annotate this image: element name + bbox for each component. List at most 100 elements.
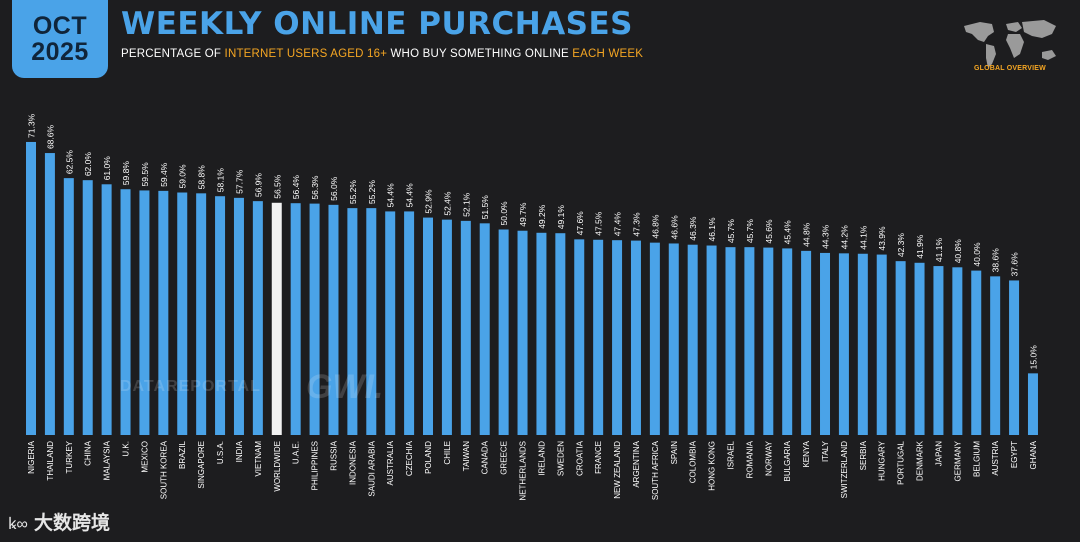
value-label: 59.4%	[159, 162, 169, 187]
category-label: IRELAND	[537, 441, 546, 476]
category-label: INDONESIA	[348, 440, 357, 485]
category-label: GHANA	[1029, 440, 1038, 469]
brand-mark: ꝃ∞	[8, 516, 28, 533]
bar-south-korea	[158, 190, 169, 435]
bar-saudi-arabia	[366, 208, 377, 435]
value-label: 59.8%	[121, 161, 131, 186]
value-label: 37.6%	[1010, 252, 1020, 277]
category-label: SERBIA	[859, 440, 868, 470]
value-label: 49.2%	[537, 204, 547, 229]
value-label: 44.8%	[802, 222, 812, 247]
bar-malaysia	[101, 184, 112, 435]
value-label: 47.6%	[575, 211, 585, 236]
subtitle-part-3: EACH WEEK	[572, 48, 644, 60]
page-subtitle: PERCENTAGE OF INTERNET USERS AGED 16+ WH…	[121, 48, 643, 60]
bar-czechia	[404, 211, 415, 435]
category-label: ITALY	[821, 440, 830, 462]
category-label: WORLDWIDE	[273, 441, 282, 492]
category-label: HONG KONG	[708, 441, 717, 491]
category-label: NORWAY	[764, 440, 773, 476]
value-label: 51.5%	[480, 195, 490, 220]
category-label: NEW ZEALAND	[613, 441, 622, 499]
subtitle-part-1: INTERNET USERS AGED 16+	[224, 48, 388, 60]
bar-serbia	[857, 253, 868, 435]
value-label: 55.2%	[348, 180, 358, 205]
bar-singapore	[196, 193, 207, 435]
value-label: 52.9%	[424, 189, 434, 214]
category-label: GREECE	[500, 441, 509, 475]
category-label: AUSTRIA	[991, 440, 1000, 475]
bar-turkey	[63, 178, 74, 436]
value-label: 49.7%	[518, 202, 528, 227]
value-label: 41.9%	[915, 234, 925, 259]
value-label: 50.0%	[499, 201, 509, 226]
bar-poland	[423, 217, 433, 435]
bar-philippines	[309, 203, 320, 435]
subtitle-part-2: WHO BUY SOMETHING ONLINE	[387, 48, 573, 60]
world-map-icon	[964, 20, 1056, 68]
category-label: BULGARIA	[783, 440, 792, 481]
page-title: WEEKLY ONLINE PURCHASES	[121, 6, 634, 42]
bar-worldwide	[271, 202, 282, 435]
category-label: NIGERIA	[27, 440, 36, 474]
value-label: 54.4%	[405, 183, 415, 208]
brand-logo: ꝃ∞ 大数跨境	[8, 508, 110, 535]
bar-germany	[952, 267, 963, 435]
category-label: CZECHIA	[405, 440, 414, 476]
gwi-watermark: GWI.	[306, 368, 384, 406]
bar-canada	[479, 223, 490, 435]
bar-south-africa	[649, 242, 660, 435]
category-label: SINGAPORE	[197, 441, 206, 489]
category-label: RUSSIA	[329, 440, 338, 470]
category-label: ARGENTINA	[632, 440, 641, 487]
category-label: TURKEY	[65, 440, 74, 473]
value-label: 47.3%	[631, 212, 641, 237]
category-label: KENYA	[802, 440, 811, 467]
category-label: PHILIPPINES	[311, 441, 320, 490]
bar-greece	[498, 229, 509, 435]
value-label: 46.3%	[688, 216, 698, 241]
value-label: 44.3%	[821, 224, 831, 249]
category-label: AUSTRALIA	[386, 440, 395, 485]
value-label: 45.6%	[764, 219, 774, 244]
value-label: 59.5%	[140, 162, 150, 187]
value-label: 47.4%	[613, 212, 623, 237]
category-label: JAPAN	[934, 441, 943, 466]
category-label: THAILAND	[46, 441, 55, 481]
value-label: 61.0%	[102, 156, 112, 181]
bar-chile	[441, 219, 452, 435]
category-label: NETHERLANDS	[519, 441, 528, 501]
category-label: FRANCE	[594, 441, 603, 474]
value-label: 62.5%	[64, 150, 74, 175]
value-label: 46.6%	[669, 215, 679, 240]
value-label: 42.3%	[896, 233, 906, 258]
bar-china	[82, 180, 93, 435]
date-month: OCT	[32, 11, 88, 40]
bar-spain	[668, 243, 679, 435]
value-label: 56.4%	[291, 175, 301, 200]
bar-portugal	[895, 261, 906, 435]
category-label: ROMANIA	[745, 440, 754, 478]
category-label: SWEDEN	[556, 441, 565, 476]
value-label: 55.2%	[367, 180, 377, 205]
value-label: 46.8%	[650, 214, 660, 239]
bar-romania	[744, 247, 755, 435]
category-label: CHINA	[84, 440, 93, 466]
bar-hungary	[876, 254, 887, 435]
date-year: 2025	[31, 38, 89, 66]
category-label: EGYPT	[1010, 441, 1019, 468]
datareportal-watermark: DATAREPORTAL	[120, 378, 261, 395]
value-label: 71.3%	[27, 113, 37, 138]
bar-u-a-e	[290, 203, 301, 435]
value-label: 46.1%	[707, 217, 717, 242]
category-label: SOUTH AFRICA	[651, 440, 660, 500]
category-label: ISRAEL	[726, 440, 735, 469]
bar-croatia	[574, 239, 585, 435]
bar-indonesia	[347, 208, 358, 435]
bar-india	[233, 197, 244, 435]
value-label: 40.0%	[972, 242, 982, 267]
category-label: GERMANY	[953, 440, 962, 481]
value-label: 52.1%	[461, 192, 471, 217]
bar-france	[593, 239, 604, 435]
